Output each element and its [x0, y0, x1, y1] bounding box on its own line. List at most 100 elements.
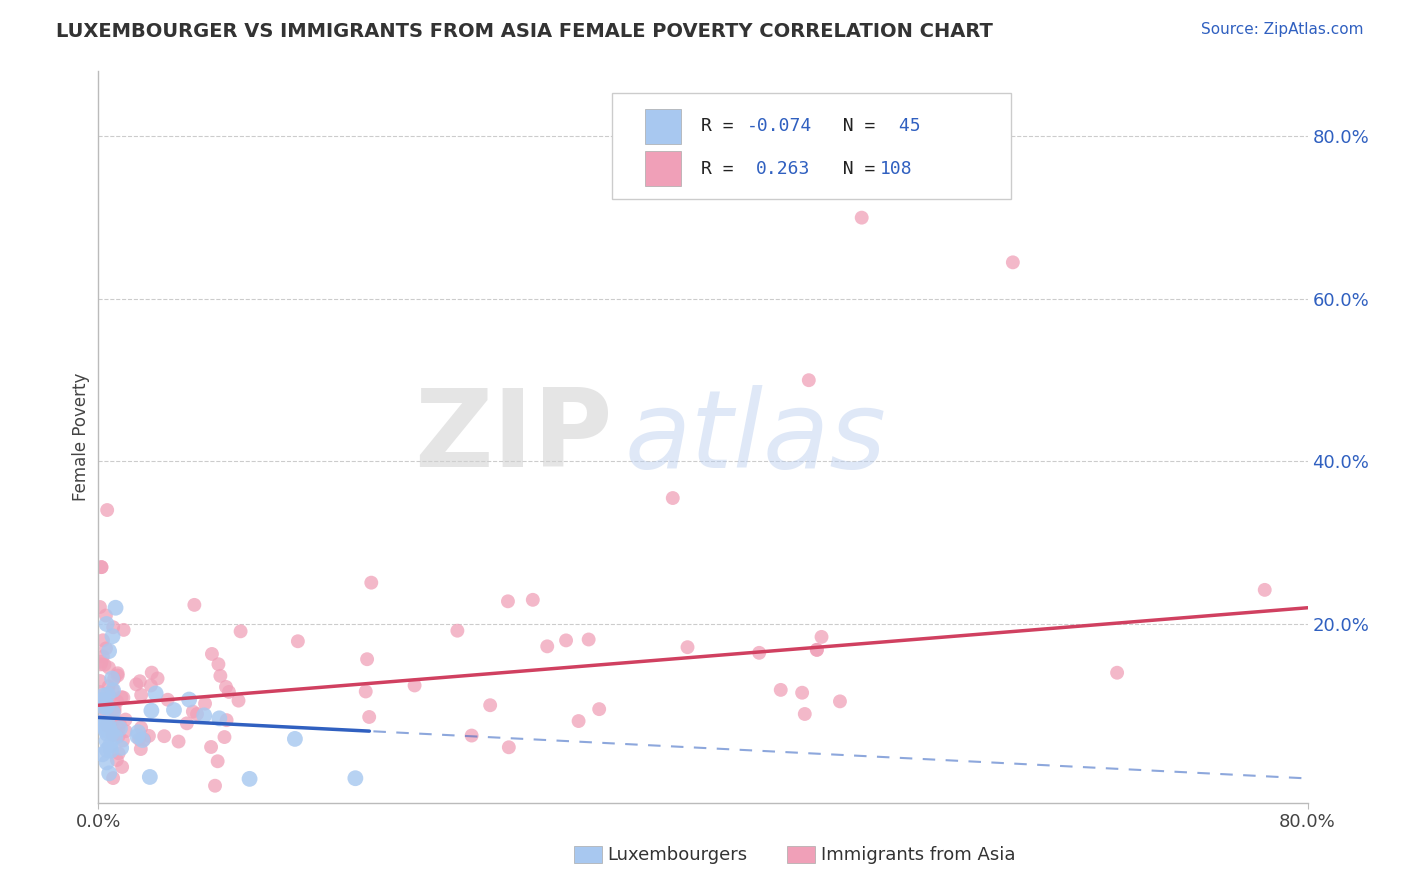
Point	[93, 696, 115, 710]
Point	[356, 652, 378, 666]
Point	[134, 732, 156, 747]
Text: R =: R =	[700, 160, 755, 178]
Point	[89, 715, 111, 730]
FancyBboxPatch shape	[645, 151, 682, 186]
Point	[229, 624, 252, 639]
Text: LUXEMBOURGER VS IMMIGRANTS FROM ASIA FEMALE POVERTY CORRELATION CHART: LUXEMBOURGER VS IMMIGRANTS FROM ASIA FEM…	[56, 22, 993, 41]
Point	[200, 739, 222, 754]
Text: atlas: atlas	[624, 384, 886, 490]
Point	[107, 666, 129, 681]
Point	[108, 722, 131, 736]
Point	[94, 608, 117, 623]
Point	[101, 728, 124, 742]
Point	[810, 630, 832, 644]
Point	[201, 647, 224, 661]
Point	[239, 772, 262, 786]
Point	[522, 592, 544, 607]
Point	[460, 729, 482, 743]
Point	[94, 641, 117, 656]
Point	[97, 688, 120, 702]
Point	[228, 693, 250, 707]
Point	[748, 646, 770, 660]
Point	[111, 733, 134, 747]
Point	[125, 677, 148, 691]
Point	[446, 624, 468, 638]
Point	[127, 729, 149, 743]
Point	[1254, 582, 1277, 597]
Point	[93, 720, 115, 734]
Point	[287, 634, 309, 648]
Point	[96, 503, 118, 517]
Point	[176, 716, 198, 731]
Text: Immigrants from Asia: Immigrants from Asia	[821, 846, 1015, 863]
Point	[103, 672, 125, 686]
Point	[139, 770, 162, 784]
Text: 0.263: 0.263	[756, 160, 811, 178]
Point	[104, 701, 127, 715]
Point	[107, 722, 129, 736]
Point	[555, 633, 578, 648]
Point	[90, 655, 112, 669]
Point	[128, 732, 150, 747]
Point	[96, 743, 118, 757]
Point	[98, 721, 121, 735]
Point	[578, 632, 600, 647]
Point	[100, 690, 122, 704]
FancyBboxPatch shape	[645, 109, 682, 144]
Point	[676, 640, 699, 655]
Point	[101, 629, 124, 643]
Point	[89, 698, 111, 713]
Point	[207, 754, 229, 768]
Point	[354, 684, 377, 698]
Point	[96, 717, 118, 731]
Point	[104, 600, 127, 615]
Point	[1001, 255, 1024, 269]
Point	[138, 729, 160, 743]
Point	[129, 721, 152, 735]
Text: R =: R =	[700, 117, 744, 136]
Point	[141, 665, 163, 680]
Point	[163, 703, 186, 717]
Point	[93, 657, 115, 672]
Point	[344, 771, 367, 785]
Point	[479, 698, 502, 713]
Point	[90, 657, 112, 672]
Point	[179, 692, 201, 706]
Point	[496, 594, 519, 608]
Point	[100, 726, 122, 740]
Text: ZIP: ZIP	[413, 384, 613, 490]
Point	[89, 673, 111, 688]
Point	[806, 642, 828, 657]
Point	[98, 738, 121, 752]
Point	[536, 640, 558, 654]
Text: -0.074: -0.074	[747, 117, 811, 136]
Point	[101, 683, 124, 698]
Point	[101, 672, 124, 686]
Point	[129, 688, 152, 702]
Point	[103, 620, 125, 634]
Point	[194, 697, 217, 711]
Point	[111, 760, 134, 774]
Point	[90, 560, 112, 574]
Point	[89, 599, 111, 614]
Point	[91, 689, 114, 703]
Point	[101, 771, 124, 785]
Text: Luxembourgers: Luxembourgers	[607, 846, 748, 863]
Point	[568, 714, 591, 728]
Point	[91, 747, 114, 762]
Point	[97, 680, 120, 694]
Text: N =: N =	[821, 160, 887, 178]
Point	[360, 575, 382, 590]
Point	[181, 705, 204, 719]
Point	[498, 740, 520, 755]
Text: Source: ZipAtlas.com: Source: ZipAtlas.com	[1201, 22, 1364, 37]
Point	[797, 373, 820, 387]
Point	[851, 211, 873, 225]
Point	[96, 707, 118, 722]
Point	[129, 742, 152, 756]
Point	[110, 690, 132, 705]
Point	[207, 657, 229, 672]
Point	[107, 747, 129, 761]
Point	[127, 725, 149, 739]
Point	[806, 643, 828, 657]
